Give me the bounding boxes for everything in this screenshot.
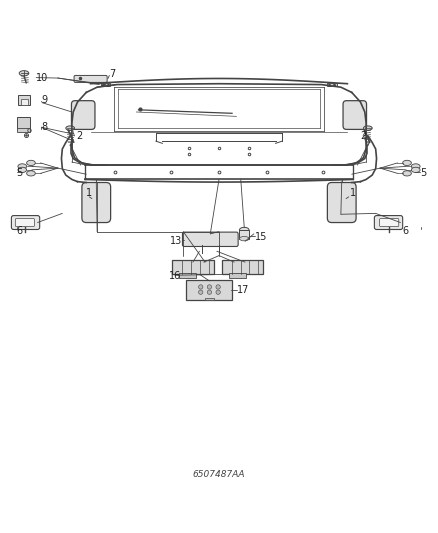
Text: 6: 6 (17, 226, 23, 236)
Ellipse shape (198, 290, 203, 294)
Text: 2: 2 (76, 131, 82, 141)
Bar (21, 99, 28, 104)
Bar (222, 261, 263, 274)
Ellipse shape (27, 171, 35, 176)
Text: 13: 13 (170, 236, 183, 246)
FancyBboxPatch shape (82, 182, 111, 223)
Text: 17: 17 (237, 285, 250, 295)
Ellipse shape (27, 160, 35, 166)
Text: 5: 5 (17, 168, 23, 178)
FancyBboxPatch shape (374, 215, 403, 230)
Ellipse shape (240, 237, 249, 241)
Ellipse shape (216, 285, 220, 289)
Text: 9: 9 (42, 95, 48, 105)
Text: 10: 10 (36, 72, 49, 83)
Ellipse shape (66, 126, 74, 130)
FancyBboxPatch shape (327, 182, 356, 223)
Text: 16: 16 (169, 271, 181, 281)
Ellipse shape (403, 171, 411, 176)
Text: 6: 6 (402, 226, 408, 236)
Text: 2: 2 (360, 131, 367, 141)
FancyBboxPatch shape (11, 215, 40, 230)
FancyBboxPatch shape (74, 76, 107, 83)
Ellipse shape (411, 167, 420, 173)
Text: 1: 1 (350, 188, 356, 198)
Ellipse shape (18, 167, 27, 173)
Bar (17, 128, 30, 133)
Ellipse shape (411, 164, 420, 169)
Text: 1: 1 (86, 188, 92, 198)
Text: 5: 5 (420, 168, 426, 178)
Bar (18, 95, 30, 104)
Ellipse shape (19, 71, 29, 76)
Text: 15: 15 (254, 232, 267, 242)
Bar (101, 83, 110, 86)
FancyBboxPatch shape (71, 101, 95, 130)
FancyBboxPatch shape (380, 219, 399, 227)
FancyBboxPatch shape (343, 101, 367, 130)
Bar (173, 261, 214, 274)
Text: 6507487AA: 6507487AA (193, 470, 245, 479)
Text: 7: 7 (110, 69, 116, 79)
Ellipse shape (207, 285, 212, 289)
Ellipse shape (216, 290, 220, 294)
Ellipse shape (364, 126, 372, 130)
Ellipse shape (198, 285, 203, 289)
Ellipse shape (18, 164, 27, 169)
FancyBboxPatch shape (186, 279, 233, 300)
Bar (229, 273, 246, 278)
Text: 8: 8 (42, 122, 48, 132)
FancyBboxPatch shape (15, 219, 35, 227)
Ellipse shape (403, 160, 411, 166)
Bar (17, 117, 30, 129)
Bar (179, 273, 196, 278)
Bar (327, 83, 336, 86)
Ellipse shape (207, 290, 212, 294)
Bar (240, 230, 249, 239)
FancyBboxPatch shape (183, 232, 238, 246)
Bar (205, 298, 214, 300)
Ellipse shape (240, 228, 249, 232)
